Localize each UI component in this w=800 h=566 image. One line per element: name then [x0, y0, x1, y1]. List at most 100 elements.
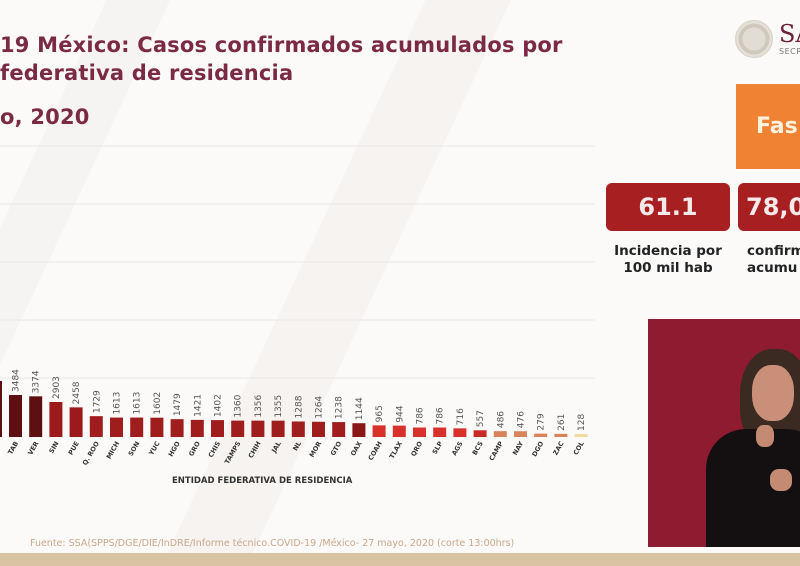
category-label: TLAX [388, 440, 404, 460]
bar-ags [453, 428, 467, 437]
category-label: Q. ROO [81, 440, 101, 467]
category-label: CHIS [207, 440, 223, 459]
category-label: TAB [6, 440, 20, 456]
bar-gro [190, 419, 204, 437]
bar-jal [271, 420, 285, 437]
value-label: 1288 [294, 395, 304, 418]
logo-subtitle: SECRET [779, 46, 800, 56]
bar-partial [0, 381, 2, 437]
value-label: 128 [577, 414, 587, 431]
bar-chih [251, 420, 265, 437]
bar-bcs [473, 430, 487, 437]
incidence-box: 61.1 [606, 183, 730, 231]
bar-qro [413, 427, 426, 437]
bar-tlax [392, 425, 406, 437]
bar-zac [554, 433, 568, 437]
chart-grid [0, 145, 595, 379]
incidence-label-line-2: 100 mil hab [623, 260, 713, 276]
value-label: 944 [395, 405, 405, 422]
bar-hgo [170, 419, 184, 437]
bar-nl [291, 421, 305, 437]
category-label: CAMP [488, 440, 506, 462]
bar-col [574, 434, 588, 437]
value-label: 1264 [315, 396, 325, 419]
confirmed-box: 78,0 [738, 183, 800, 231]
bar-gto [332, 422, 346, 437]
category-label: VER [26, 440, 40, 457]
value-label: 1613 [113, 392, 123, 415]
value-label: 1238 [335, 396, 345, 419]
chart-date: o, 2020 [0, 105, 90, 129]
category-label: NL [291, 440, 303, 452]
bar-ver [29, 396, 43, 437]
chart-x-labels: TAB VER SIN PUE Q. ROO MICH SON YUC HGO GRO CHIS TA… [6, 440, 585, 467]
bar-nay [514, 431, 527, 437]
category-label: AGS [450, 440, 465, 457]
value-label: 1602 [153, 392, 163, 415]
confirmed-value: 78,0 [746, 193, 800, 221]
value-label: 486 [496, 411, 506, 428]
category-label: GTO [329, 440, 344, 458]
category-label: PUE [67, 440, 81, 457]
bar-tamps [231, 420, 245, 437]
phase-box: Fas [736, 84, 800, 169]
bar-sin [49, 402, 63, 437]
chart-bars [0, 381, 588, 437]
chart-title-line-1: 19 México: Casos confirmados acumulados … [0, 33, 563, 57]
value-label: 716 [456, 408, 466, 425]
category-label: DGO [530, 440, 545, 458]
category-label: YUC [147, 440, 162, 458]
value-label: 1355 [274, 395, 284, 418]
value-label: 2458 [72, 381, 82, 404]
bar-dgo [534, 433, 548, 437]
value-label: 3484 [12, 369, 22, 392]
sign-language-interpreter-video [648, 319, 800, 547]
bar-mor [312, 421, 325, 437]
incidence-label-line-1: Incidencia por [614, 243, 722, 259]
bar-pue [69, 407, 83, 437]
bar-yuc [150, 417, 164, 437]
value-label: 557 [476, 410, 486, 427]
bar-oax [352, 423, 366, 437]
category-label: CHIH [247, 440, 263, 460]
category-label: ZAC [551, 440, 565, 457]
interpreter-hand [770, 469, 792, 491]
mexico-seal-icon [735, 20, 773, 58]
incidence-value: 61.1 [638, 193, 698, 221]
category-label: HGO [167, 440, 182, 459]
footer-band [0, 553, 800, 566]
salud-logo: SA SECRET [735, 20, 800, 58]
category-label: NAY [511, 440, 525, 457]
value-label: 1421 [193, 394, 203, 417]
value-label: 1144 [355, 397, 365, 420]
value-label: 1613 [133, 392, 143, 415]
category-label: BCS [471, 440, 485, 457]
bar-camp [493, 431, 507, 437]
source-note: Fuente: SSA(SPPS/DGE/DIE/InDRE/Informe t… [30, 538, 515, 549]
confirmed-label-line-2: acumu [747, 260, 798, 276]
category-label: SIN [47, 440, 60, 455]
category-label: SON [127, 440, 142, 458]
bar-coah [372, 425, 386, 437]
value-label: 965 [375, 405, 385, 422]
value-label: 1479 [173, 393, 183, 416]
value-label: 786 [436, 407, 446, 424]
category-label: JAL [270, 440, 283, 455]
bar-tab [9, 395, 22, 437]
value-label: 1402 [214, 394, 224, 417]
category-label: SLP [431, 440, 445, 456]
interpreter-hand [756, 425, 774, 447]
bar-slp [433, 427, 447, 437]
value-label: 2903 [52, 376, 62, 399]
bar-chart: 3484 3374 2903 2458 1729 1613 1613 1602 1479 1421… [0, 145, 595, 467]
confirmed-label-line-1: confirm [747, 243, 800, 259]
category-label: MOR [308, 440, 323, 459]
category-label: COL [572, 440, 586, 457]
category-label: OAX [349, 440, 364, 457]
category-label: QRO [409, 440, 424, 458]
value-label: 1729 [92, 390, 102, 413]
value-label: 1360 [234, 394, 244, 417]
value-label: 786 [416, 407, 426, 424]
bar-chis [211, 420, 224, 437]
incidence-label: Incidencia por 100 mil hab [604, 243, 732, 277]
